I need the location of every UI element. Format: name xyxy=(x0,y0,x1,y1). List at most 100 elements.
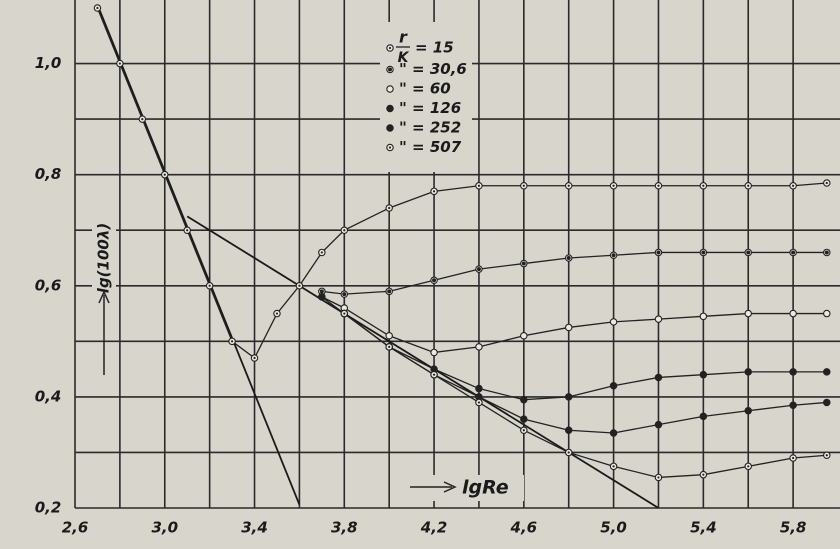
marker xyxy=(385,287,393,296)
legend-bg xyxy=(380,22,472,172)
x-axis-label: lgRe xyxy=(462,477,509,499)
marker xyxy=(744,407,752,415)
marker xyxy=(475,265,483,273)
marker xyxy=(789,182,797,190)
y-tick-label: 0,4 xyxy=(35,387,62,405)
x-tick-label: 5,0 xyxy=(600,519,627,537)
marker xyxy=(295,282,304,290)
x-arrow-head xyxy=(443,481,457,493)
marker xyxy=(609,251,618,259)
marker xyxy=(744,368,752,376)
marker xyxy=(654,315,663,323)
legend-label: " = 60 xyxy=(399,80,451,98)
marker xyxy=(789,454,797,462)
marker xyxy=(386,104,394,113)
y-arrow-head xyxy=(98,290,110,304)
marker xyxy=(654,373,663,382)
marker xyxy=(789,309,797,318)
marker xyxy=(386,44,394,52)
marker xyxy=(250,354,259,362)
y-tick-label: 0,2 xyxy=(35,499,62,517)
legend-title-den: K xyxy=(398,50,410,66)
x-tick-label: 3,4 xyxy=(241,519,268,537)
marker xyxy=(340,309,349,318)
y-axis-label: lg(100λ) xyxy=(95,223,113,293)
marker xyxy=(475,384,483,393)
legend-label: " = 126 xyxy=(399,99,461,117)
marker xyxy=(564,254,573,262)
y-tick-label: 1,0 xyxy=(35,54,62,72)
marker xyxy=(823,248,831,257)
marker xyxy=(654,420,663,429)
marker xyxy=(228,337,236,346)
marker xyxy=(520,332,528,340)
marker xyxy=(609,182,618,190)
marker xyxy=(699,312,708,321)
marker xyxy=(609,429,618,437)
legend-label: " = 30,6 xyxy=(399,60,467,78)
marker xyxy=(699,248,708,257)
x-tick-label: 4,6 xyxy=(510,519,538,537)
marker xyxy=(93,4,102,12)
marker xyxy=(386,124,394,132)
marker xyxy=(520,182,528,190)
marker xyxy=(520,395,528,404)
marker xyxy=(520,426,528,434)
marker xyxy=(789,401,797,409)
marker xyxy=(430,276,438,284)
y-tick-label: 0,6 xyxy=(35,276,62,294)
plot-area xyxy=(93,4,831,508)
marker xyxy=(744,462,752,471)
y-tick-label: 0,8 xyxy=(35,165,62,183)
marker xyxy=(699,412,708,421)
marker xyxy=(789,248,797,257)
legend-label: = 15 xyxy=(415,39,454,57)
marker xyxy=(385,204,393,212)
x-tick-label: 4,2 xyxy=(420,519,448,537)
marker xyxy=(161,170,169,179)
marker xyxy=(318,293,326,301)
x-tick-label: 3,8 xyxy=(331,519,358,537)
marker xyxy=(654,473,663,482)
series-line xyxy=(343,313,827,479)
legend-label: " = 252 xyxy=(399,119,461,137)
marker xyxy=(699,182,708,190)
marker xyxy=(385,343,393,351)
marker xyxy=(386,143,394,152)
marker xyxy=(564,448,573,457)
marker xyxy=(340,226,349,234)
legend-title-num: r xyxy=(399,28,408,47)
marker xyxy=(609,318,618,326)
marker xyxy=(744,248,752,257)
x-tick-label: 2,6 xyxy=(62,519,89,537)
marker xyxy=(340,290,349,298)
reference-line xyxy=(96,4,301,506)
marker xyxy=(564,182,573,190)
xlabel-bg xyxy=(402,475,524,501)
marker xyxy=(385,332,393,340)
marker xyxy=(564,323,573,332)
marker xyxy=(609,382,618,390)
marker xyxy=(609,462,618,471)
marker xyxy=(699,470,708,479)
marker xyxy=(789,368,797,376)
marker xyxy=(564,426,573,434)
marker xyxy=(273,309,281,318)
marker xyxy=(823,398,831,407)
marker xyxy=(654,248,663,257)
marker xyxy=(430,348,438,357)
reference-line xyxy=(186,215,659,508)
marker xyxy=(823,451,831,459)
marker xyxy=(475,182,483,190)
marker xyxy=(386,65,394,74)
marker xyxy=(183,226,191,234)
marker xyxy=(116,59,124,68)
x-tick-label: 3,0 xyxy=(151,519,178,537)
marker xyxy=(430,187,438,196)
marker xyxy=(564,393,573,401)
marker xyxy=(823,309,831,318)
legend: = 15 " = 30,6 " = 60" = 126 " = 252" = 507 xyxy=(386,39,467,156)
marker xyxy=(744,309,752,318)
marker xyxy=(318,248,326,257)
